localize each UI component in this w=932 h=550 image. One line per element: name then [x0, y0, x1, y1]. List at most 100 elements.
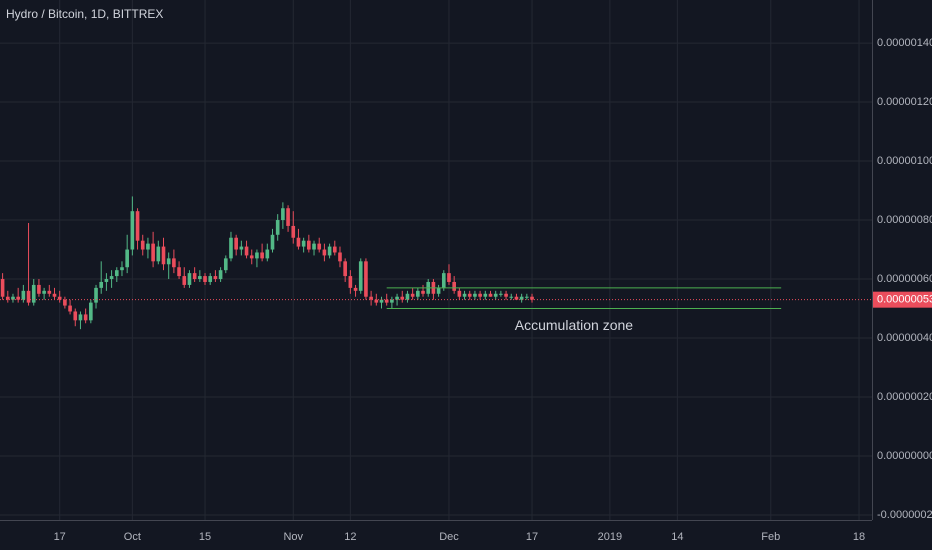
y-tick-label: 0.00000120 — [877, 96, 932, 108]
y-tick-label: 0.00000080 — [877, 214, 932, 226]
candle-body — [68, 305, 72, 312]
candle-body — [109, 276, 114, 280]
candle-body — [234, 237, 238, 250]
candle-body — [83, 314, 88, 321]
candle-body — [166, 258, 171, 265]
candle-body — [177, 267, 181, 277]
candle-body — [11, 296, 15, 300]
candle-body — [223, 258, 228, 271]
candle-body — [530, 296, 534, 300]
candle-body — [120, 267, 124, 271]
candle-body — [348, 276, 353, 288]
candle-body — [358, 261, 363, 291]
candle-body — [400, 296, 405, 300]
candle-body — [462, 293, 467, 297]
candle-body — [130, 211, 135, 250]
candle-body — [519, 296, 524, 300]
candle-body — [301, 240, 306, 247]
x-tick-label: 17 — [54, 531, 66, 543]
candle-body — [338, 252, 342, 262]
y-tick-label: 0.00000000 — [877, 450, 932, 462]
candle-body — [421, 290, 425, 294]
candle-body — [239, 246, 244, 250]
candle-body — [21, 290, 26, 300]
y-tick-label: -0.00000020 — [877, 509, 932, 521]
zone-label: Accumulation zone — [515, 317, 634, 333]
candle-body — [203, 276, 207, 282]
candle-body — [0, 279, 5, 297]
candle-body — [172, 258, 176, 268]
x-tick-label: 14 — [671, 531, 683, 543]
candle-body — [57, 296, 62, 300]
candle-body — [146, 243, 150, 250]
last-price-badge — [873, 291, 932, 308]
candle-body — [307, 240, 311, 250]
candle-body — [208, 276, 213, 282]
x-tick-label: Nov — [283, 531, 303, 543]
candle-body — [275, 220, 280, 235]
candle-body — [63, 299, 67, 306]
candle-body — [5, 296, 10, 300]
candle-body — [218, 270, 223, 280]
candle-body — [416, 290, 420, 297]
candle-body — [125, 249, 129, 268]
candle-body — [255, 252, 259, 259]
candle-body — [384, 299, 389, 303]
candle-body — [31, 284, 36, 303]
candle-body — [114, 270, 119, 277]
candle-body — [436, 287, 441, 294]
candle-body — [478, 293, 482, 297]
candle-body — [332, 246, 337, 253]
candle-body — [182, 276, 187, 285]
candle-body — [441, 273, 446, 288]
grid — [0, 0, 872, 520]
candle-body — [390, 299, 394, 303]
candle-body — [198, 276, 202, 280]
candle-body — [52, 293, 57, 297]
plot — [0, 196, 872, 330]
x-tick-label: Feb — [761, 531, 780, 543]
candle-body — [249, 255, 254, 259]
candle-body — [525, 296, 529, 298]
candle-body — [452, 281, 456, 291]
candle-body — [483, 293, 488, 297]
y-tick-label: 0.00000020 — [877, 391, 932, 403]
candle-body — [364, 261, 368, 297]
candle-body — [312, 243, 316, 250]
candle-body — [151, 243, 155, 262]
candle-body — [135, 211, 140, 241]
candle-body — [140, 240, 145, 250]
candle-body — [405, 293, 410, 300]
candle-body — [447, 273, 451, 282]
candle-body — [281, 208, 285, 221]
candle-body — [291, 225, 296, 238]
candle-body — [504, 293, 508, 297]
candle-body — [493, 293, 498, 297]
candle-body — [260, 252, 264, 259]
candle-body — [327, 246, 332, 256]
candle-body — [244, 246, 249, 256]
x-tick-label: 12 — [344, 531, 356, 543]
last-price-label: 0.00000053 — [877, 294, 932, 306]
candle-body — [374, 299, 379, 303]
y-tick-label: 0.00000100 — [877, 155, 932, 167]
candle-body — [488, 293, 493, 297]
candle-body — [47, 290, 52, 294]
candle-body — [73, 311, 78, 321]
candle-body — [192, 273, 197, 280]
candle-body — [187, 273, 192, 285]
candle-body — [161, 246, 166, 265]
candle-body — [509, 296, 514, 298]
x-tick-label: 15 — [199, 531, 211, 543]
y-tick-label: 0.00000060 — [877, 273, 932, 285]
candle-body — [37, 284, 41, 294]
candle-body — [317, 243, 322, 250]
x-tick-label: 2019 — [598, 531, 622, 543]
chart-title: Hydro / Bitcoin, 1D, BITTREX — [6, 7, 163, 21]
candle-body — [94, 287, 98, 303]
candle-body — [16, 296, 20, 300]
candle-body — [229, 237, 233, 259]
candle-body — [296, 237, 301, 247]
candle-body — [395, 296, 399, 300]
